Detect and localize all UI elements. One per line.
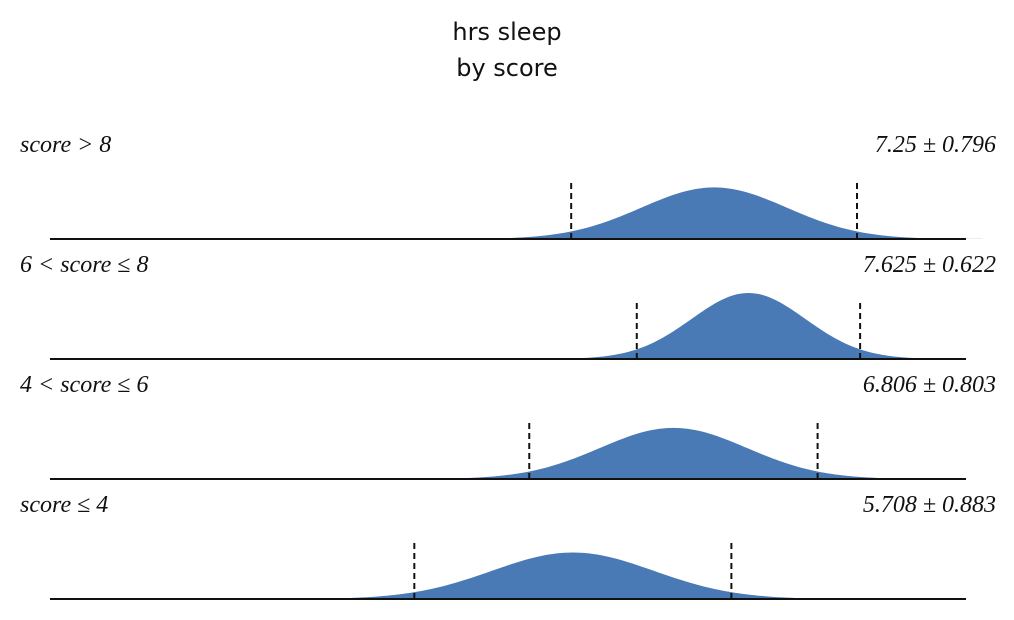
- density-area: [249, 552, 897, 599]
- density-area: [379, 427, 968, 479]
- chart-title-line-1: hrs sleep: [452, 18, 561, 46]
- density-area: [520, 293, 977, 359]
- row-stat: 6.806 ± 0.803: [863, 372, 996, 398]
- chart-title-line-2: by score: [456, 54, 558, 82]
- distribution-row: score > 8 7.25 ± 0.796: [20, 132, 1006, 240]
- row-label: score > 8: [20, 132, 111, 158]
- density-area: [422, 187, 1006, 239]
- row-label: score ≤ 4: [20, 492, 108, 518]
- distribution-row: 6 < score ≤ 8 7.625 ± 0.622: [20, 252, 996, 360]
- rows-group: score > 8 7.25 ± 0.796 6 < score ≤ 8 7.625 …: [20, 132, 1006, 600]
- row-stat: 7.25 ± 0.796: [875, 132, 996, 158]
- distribution-row: 4 < score ≤ 6 6.806 ± 0.803: [20, 372, 996, 480]
- distribution-row: score ≤ 4 5.708 ± 0.883: [20, 492, 996, 600]
- row-label: 4 < score ≤ 6: [20, 372, 148, 398]
- row-stat: 5.708 ± 0.883: [863, 492, 996, 518]
- row-label: 6 < score ≤ 8: [20, 252, 148, 278]
- row-stat: 7.625 ± 0.622: [863, 252, 996, 278]
